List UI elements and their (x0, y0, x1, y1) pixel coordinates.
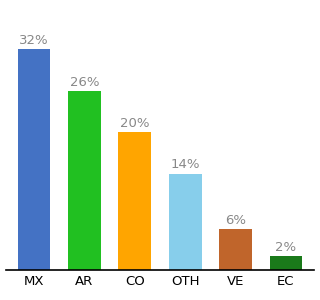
Text: 26%: 26% (70, 76, 99, 89)
Bar (118, 132, 151, 270)
Text: 6%: 6% (225, 214, 246, 226)
Bar (68, 91, 101, 270)
Text: 32%: 32% (19, 34, 49, 47)
Bar (269, 256, 302, 270)
Text: 14%: 14% (171, 158, 200, 171)
Bar (219, 229, 252, 270)
Text: 2%: 2% (275, 241, 296, 254)
Bar (169, 173, 202, 270)
Bar (18, 50, 51, 270)
Text: 20%: 20% (120, 117, 149, 130)
